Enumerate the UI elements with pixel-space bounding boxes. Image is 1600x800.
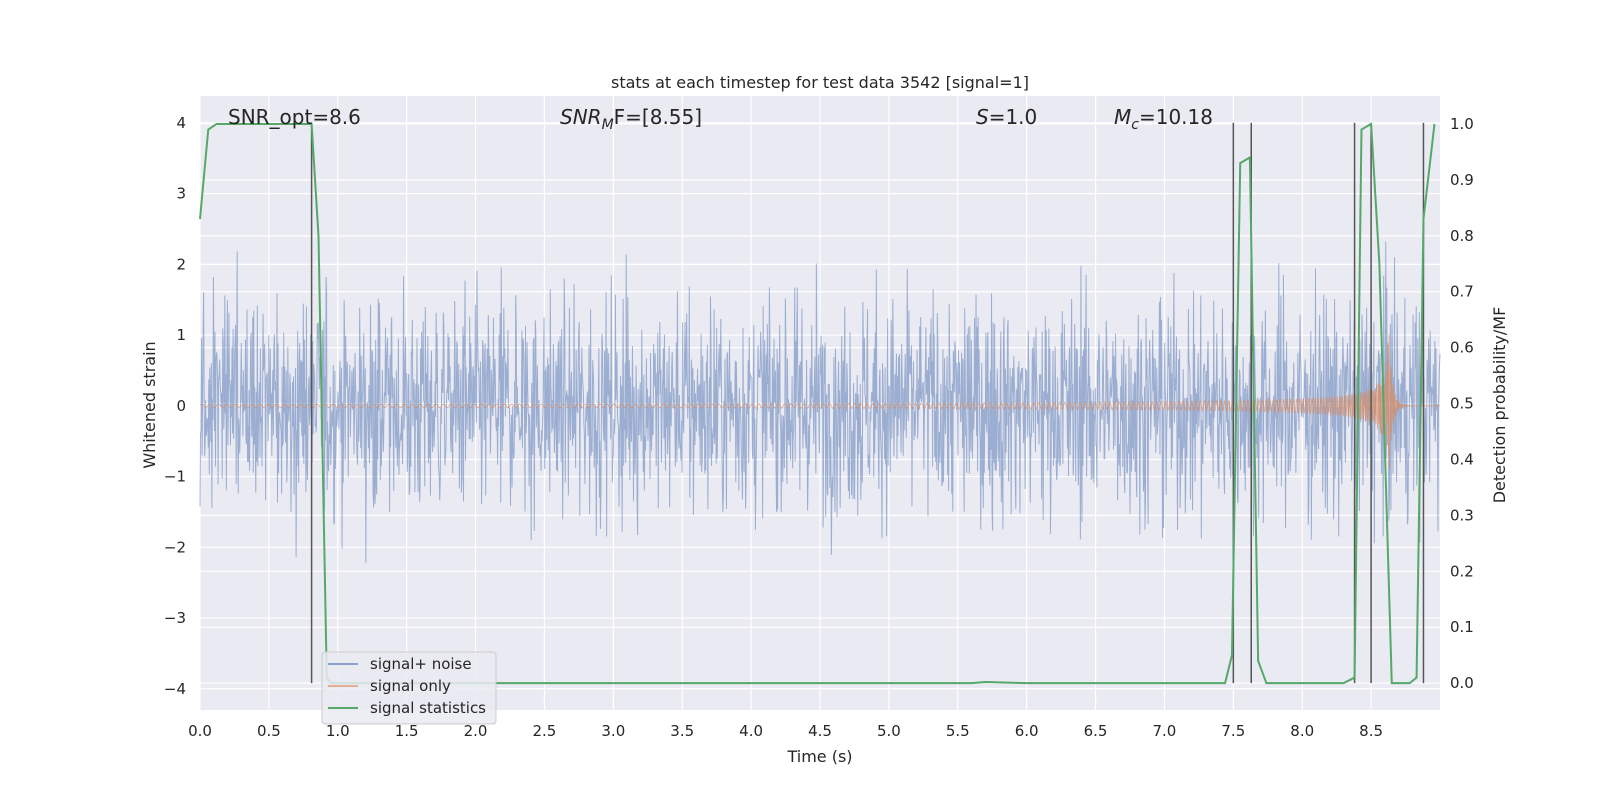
legend-label-statistics: signal statistics: [370, 699, 486, 717]
statistics-line: [199, 122, 1436, 685]
left-y-axis-label: Whitened strain: [140, 341, 159, 468]
x-tick-label: 2.5: [533, 722, 557, 740]
x-tick-label: 2.0: [464, 722, 488, 740]
legend-box: [321, 651, 497, 725]
left-y-tick-label: −2: [164, 538, 186, 556]
left-y-tick-label: −1: [164, 468, 186, 486]
x-tick-label: 8.5: [1359, 722, 1383, 740]
right-y-tick-label: 0.7: [1450, 283, 1474, 301]
annotation-s: S=1.0: [976, 105, 1037, 129]
x-tick-label: 7.0: [1153, 722, 1177, 740]
right-y-tick-labels: 1.0 0.9 0.8 0.7 0.6 0.5 0.4 0.3 0.2 0.1 0.0: [1450, 115, 1474, 692]
x-tick-label: 1.0: [326, 722, 350, 740]
x-tick-label: 0.5: [257, 722, 281, 740]
annotation-snr-mf: SNRMF=[8.55]: [560, 105, 702, 133]
left-y-tick-label: 1: [176, 326, 186, 344]
annotation-mc: Mc=10.18: [1114, 105, 1213, 133]
x-tick-label: 0.0: [188, 722, 212, 740]
right-y-tick-label: 0.6: [1450, 339, 1474, 357]
signal-statistics-series: [199, 122, 1436, 685]
x-tick-label: 3.5: [670, 722, 694, 740]
x-tick-label: 6.5: [1084, 722, 1108, 740]
right-y-tick-label: 0.9: [1450, 171, 1474, 189]
left-y-tick-label: 3: [176, 185, 186, 203]
left-y-tick-labels: 4 3 2 1 0 −1 −2 −3 −4: [164, 114, 186, 698]
left-y-tick-label: 4: [176, 114, 186, 132]
legend: signal+ noise signal only signal statist…: [321, 651, 497, 725]
right-y-tick-label: 1.0: [1450, 115, 1474, 133]
left-y-tick-label: 2: [176, 255, 186, 273]
right-y-axis-label: Detection probability/MF: [1490, 307, 1509, 504]
x-tick-label: 7.5: [1221, 722, 1245, 740]
x-tick-label: 8.0: [1290, 722, 1314, 740]
legend-label-signal: signal only: [370, 677, 451, 695]
right-y-tick-label: 0.1: [1450, 618, 1474, 636]
legend-label-noise: signal+ noise: [370, 655, 472, 673]
left-y-tick-label: −4: [164, 680, 186, 698]
x-tick-label: 6.0: [1015, 722, 1039, 740]
x-axis-label: Time (s): [786, 747, 852, 766]
x-tick-label: 5.5: [946, 722, 970, 740]
right-y-tick-label: 0.3: [1450, 506, 1474, 524]
right-y-tick-label: 0.8: [1450, 227, 1474, 245]
annotation-snr-opt: SNR_opt=8.6: [228, 105, 361, 129]
x-tick-labels: 0.0 0.5 1.0 1.5 2.0 2.5 3.0 3.5 4.0 4.5 5.0 5.5 6.0 6…: [188, 722, 1383, 740]
left-y-tick-label: 0: [176, 397, 186, 415]
left-y-tick-label: −3: [164, 609, 186, 627]
chart-title: stats at each timestep for test data 354…: [611, 73, 1029, 92]
x-tick-label: 4.0: [739, 722, 763, 740]
right-y-tick-label: 0.2: [1450, 562, 1474, 580]
right-y-tick-label: 0.4: [1450, 450, 1474, 468]
right-y-tick-label: 0.0: [1450, 674, 1474, 692]
x-tick-label: 3.0: [601, 722, 625, 740]
right-y-tick-label: 0.5: [1450, 395, 1474, 413]
x-tick-label: 1.5: [395, 722, 419, 740]
x-tick-label: 4.5: [808, 722, 832, 740]
x-tick-label: 5.0: [877, 722, 901, 740]
